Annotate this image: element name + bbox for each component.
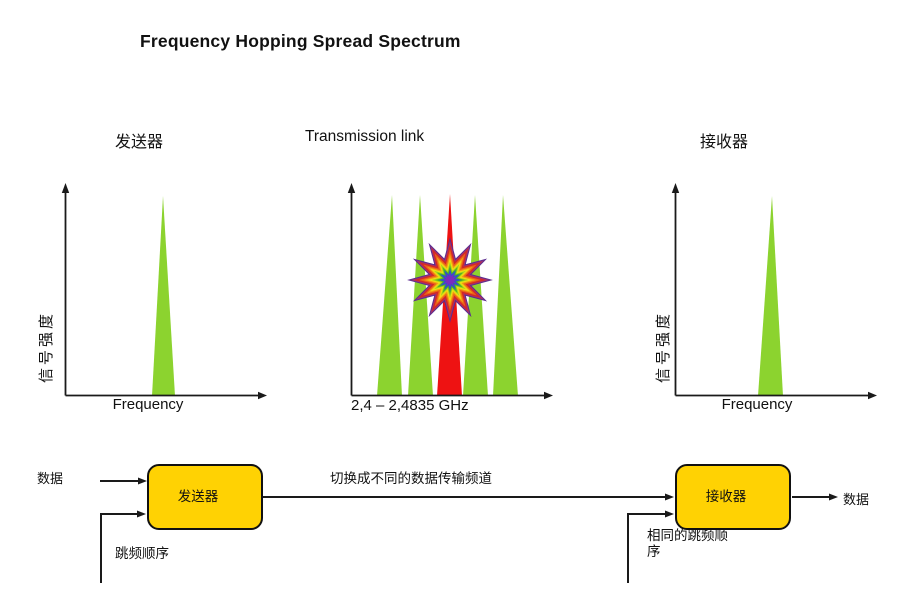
receiver-y-axis-label: 信号强度 [655, 311, 672, 384]
hop-sequence-label: 跳频顺序 [115, 546, 169, 561]
channel-note-label: 切换成不同的数据传输频道 [330, 471, 492, 486]
same-hop-sequence-label: 相同的跳频顺序 [647, 528, 728, 559]
x-axis-arrow-icon [868, 391, 877, 400]
y-axis-arrow-icon [671, 183, 680, 193]
interference-burst-icon [407, 237, 493, 323]
transmitter-signal-peaks [152, 196, 175, 396]
x-axis-arrow-icon [544, 391, 553, 400]
transmitter-y-axis-label: 信号强度 [38, 311, 55, 384]
y-axis-arrow-icon [347, 183, 356, 193]
transmitter-node-label: 发送器 [177, 489, 219, 504]
data-in-label: 数据 [37, 471, 64, 486]
data-out-arrow-icon [829, 493, 838, 501]
y-axis-arrow-icon [61, 183, 70, 193]
hop-sequence-arrow-icon [137, 510, 146, 518]
block-diagram-wiring [100, 477, 838, 583]
link-frequency-band-label: 2,4 – 2,4835 GHz [351, 397, 469, 414]
receiver-signal-peaks [758, 196, 783, 396]
link-spectrum-chart [347, 183, 553, 400]
signal-peak [377, 195, 402, 396]
burst-ring [442, 272, 458, 288]
transmitter-x-axis-label: Frequency [112, 396, 184, 413]
transmission-link-section-label: Transmission link [305, 128, 425, 145]
receiver-section-label: 接收器 [700, 134, 749, 151]
transmitter-section-label: 发送器 [115, 134, 164, 151]
data-out-label: 数据 [843, 492, 870, 507]
signal-peak [758, 196, 783, 396]
receiver-spectrum-chart [671, 183, 877, 400]
receiver-node-label: 接收器 [705, 489, 747, 504]
data-in-arrow-icon [138, 477, 147, 485]
signal-peak [493, 195, 518, 396]
same-hop-sequence-wire [627, 513, 667, 583]
receiver-x-axis-label: Frequency [721, 396, 793, 413]
transmitter-node: 发送器 [147, 464, 263, 530]
same-hop-sequence-arrow-icon [665, 510, 674, 518]
x-axis-arrow-icon [258, 391, 267, 400]
transmitter-spectrum-chart [61, 183, 267, 400]
receiver-node: 接收器 [675, 464, 791, 530]
channel-arrow-icon [665, 493, 674, 501]
hop-sequence-wire [100, 513, 139, 583]
slide-title: Frequency Hopping Spread Spectrum [140, 31, 461, 51]
signal-peak [152, 196, 175, 396]
